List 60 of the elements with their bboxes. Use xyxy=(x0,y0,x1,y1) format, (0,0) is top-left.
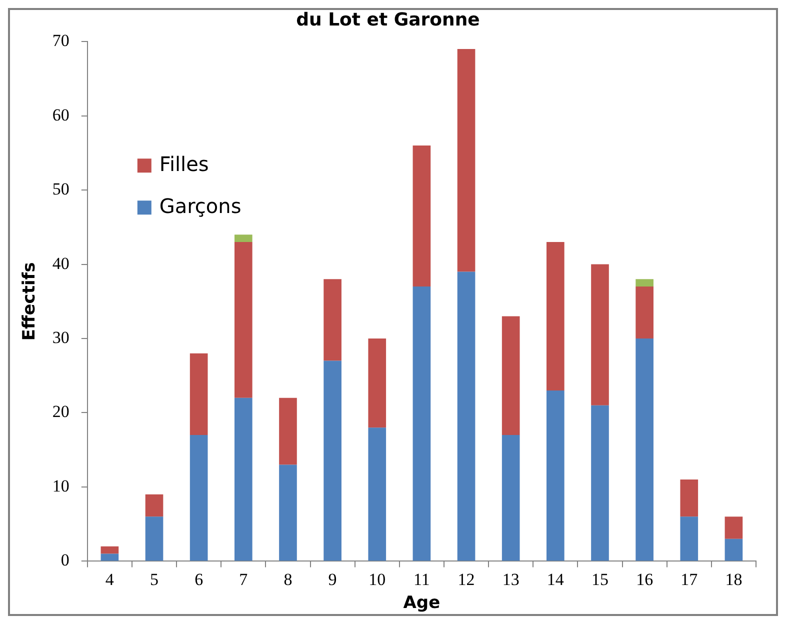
x-tick-label: 8 xyxy=(284,570,292,589)
bar xyxy=(457,272,476,561)
bar xyxy=(546,242,564,390)
x-tick-label: 17 xyxy=(680,570,698,589)
legend-label: Garçons xyxy=(159,194,242,218)
bar xyxy=(412,286,431,561)
bar xyxy=(100,554,119,561)
x-tick-label: 13 xyxy=(502,570,520,589)
y-tick-label: 10 xyxy=(52,476,70,496)
x-tick-label: 15 xyxy=(591,570,608,589)
bar xyxy=(502,435,520,561)
bar xyxy=(546,390,564,561)
bar xyxy=(279,464,297,561)
bar xyxy=(636,286,654,339)
y-axis-title: Effectifs xyxy=(20,262,40,341)
bar xyxy=(324,360,342,561)
bar xyxy=(724,516,743,539)
bar xyxy=(190,353,208,436)
bar xyxy=(368,338,386,428)
x-axis-title: Age xyxy=(403,593,440,614)
x-tick-label: 5 xyxy=(150,570,159,589)
bar xyxy=(636,279,654,287)
x-tick-label: 7 xyxy=(239,570,248,589)
bar xyxy=(145,494,164,517)
y-tick-label: 50 xyxy=(52,180,70,199)
x-tick-label: 10 xyxy=(368,570,386,589)
bar xyxy=(100,546,119,554)
y-tick-label: 70 xyxy=(52,31,70,50)
bar xyxy=(680,516,698,561)
y-tick-label: 60 xyxy=(52,105,70,124)
legend-label: Filles xyxy=(159,152,209,176)
bar xyxy=(502,316,520,436)
bar xyxy=(234,234,252,242)
bar xyxy=(234,242,252,398)
chart-title: du Lot et Garonne xyxy=(296,9,480,30)
y-tick-label: 20 xyxy=(52,402,70,422)
y-tick-label: 30 xyxy=(52,328,70,347)
x-tick-label: 6 xyxy=(194,570,204,589)
x-tick-label: 18 xyxy=(725,570,742,589)
bar xyxy=(636,338,654,561)
bar xyxy=(412,146,431,287)
bar xyxy=(324,279,342,361)
x-tick-label: 14 xyxy=(546,570,564,589)
x-tick-label: 16 xyxy=(636,570,654,589)
bar xyxy=(591,405,609,561)
x-tick-label: 4 xyxy=(105,570,114,589)
bar xyxy=(457,49,476,272)
y-tick-label: 0 xyxy=(60,550,70,570)
bar xyxy=(190,435,208,561)
bar xyxy=(368,428,386,561)
bar xyxy=(591,264,609,406)
x-tick-label: 9 xyxy=(328,570,337,589)
bar xyxy=(724,538,743,561)
bar xyxy=(234,398,252,561)
bar xyxy=(145,516,164,561)
x-tick-label: 12 xyxy=(458,570,475,589)
bar xyxy=(279,398,297,465)
y-tick-label: 40 xyxy=(52,254,70,273)
bar xyxy=(680,480,698,517)
x-tick-label: 11 xyxy=(414,570,430,589)
